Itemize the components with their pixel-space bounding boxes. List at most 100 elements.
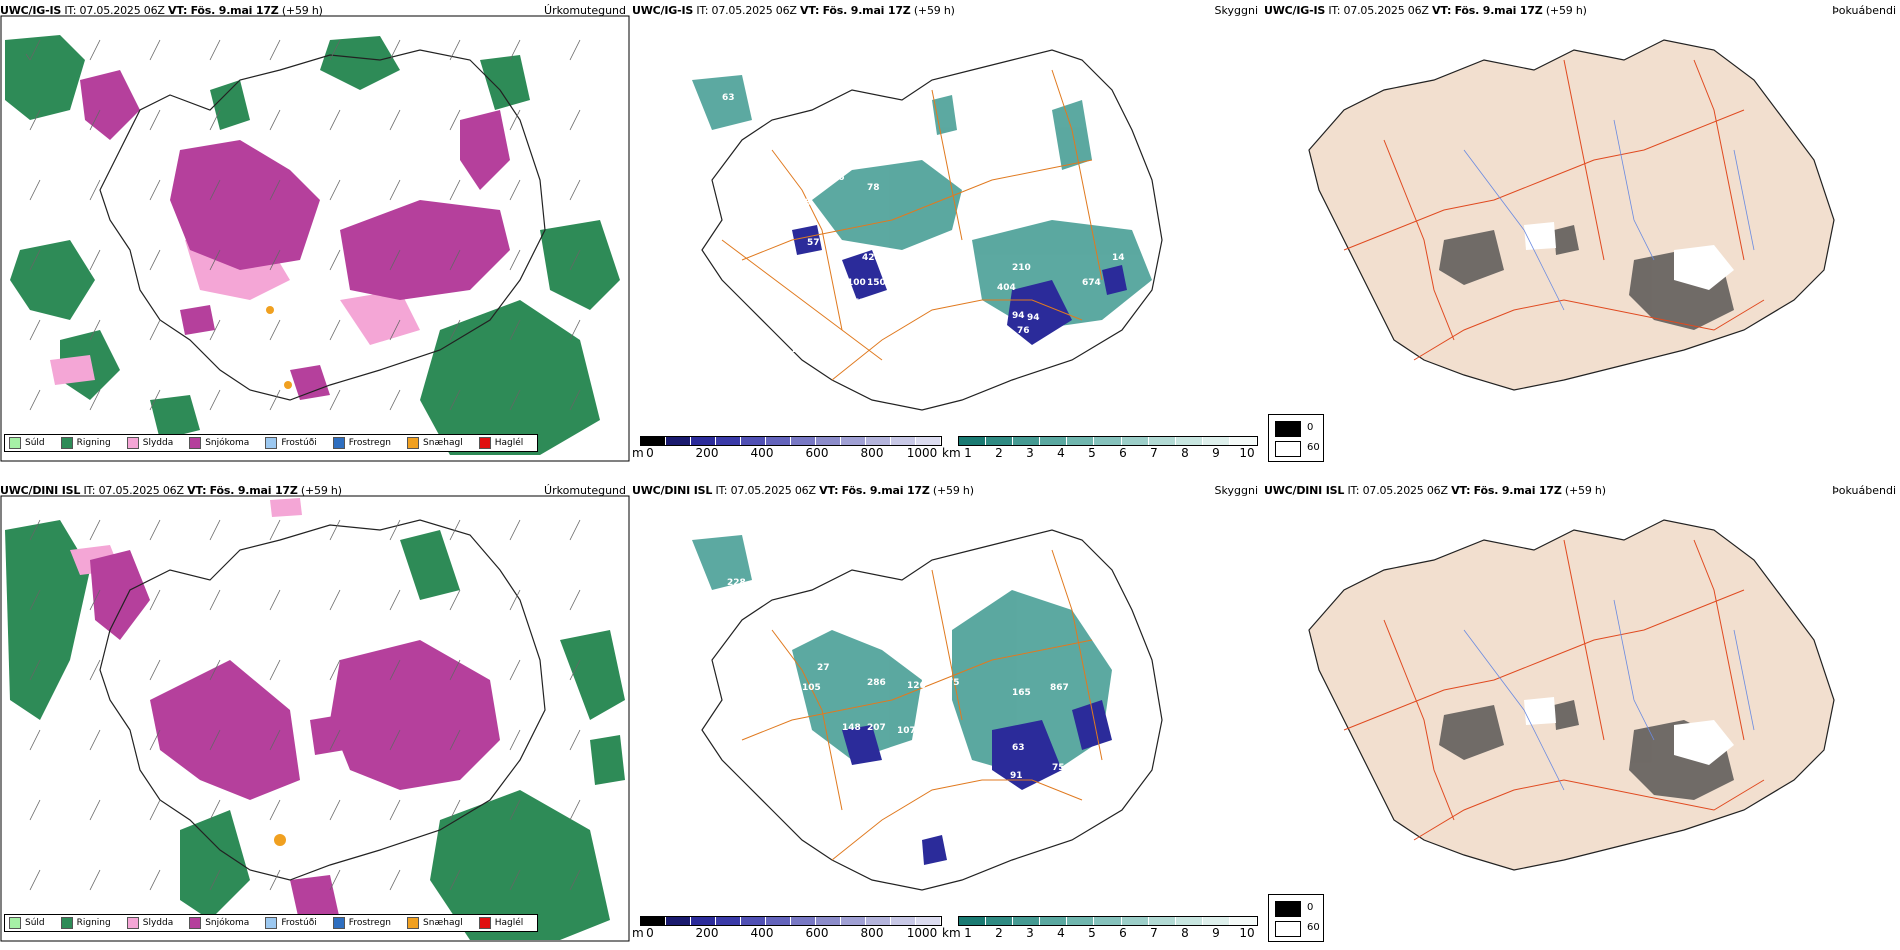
iceland-outline xyxy=(99,519,546,881)
km-tick: 3 xyxy=(1026,926,1034,940)
height-tick: 1000 xyxy=(906,926,938,940)
fog-map xyxy=(1308,519,1835,871)
vt-label: VT: xyxy=(168,4,188,17)
panel-header: UWC/DINI ISL IT: 07.05.2025 06Z VT: Fös.… xyxy=(632,484,974,497)
svg-text:165: 165 xyxy=(1012,688,1031,698)
svg-text:327: 327 xyxy=(897,251,916,261)
panel-title: Þokuábendi xyxy=(1832,4,1896,17)
lead-time: (+59 h) xyxy=(281,4,323,17)
panel-title: Úrkomutegund xyxy=(544,4,626,17)
legend-item: Snjókoma xyxy=(189,437,249,449)
wind-barbs xyxy=(25,39,581,411)
svg-text:94: 94 xyxy=(1027,313,1040,323)
vt-value: Fös. 9.mai 17Z xyxy=(841,484,930,497)
vt-label: VT: xyxy=(819,484,839,497)
km-tick: 2 xyxy=(995,926,1003,940)
vt-label: VT: xyxy=(1432,4,1452,17)
lead-time: (+59 h) xyxy=(913,4,955,17)
panel-header: UWC/IG-IS IT: 07.05.2025 06Z VT: Fös. 9.… xyxy=(0,4,323,17)
it-value: 07.05.2025 06Z xyxy=(1362,484,1448,497)
km-tick: 10 xyxy=(1239,446,1255,460)
fog-legend-label: 0 xyxy=(1307,422,1314,433)
river-network xyxy=(1463,599,1755,791)
visibility-map: 63 94 69 88 14 16 78 57 428 327 93 210 4… xyxy=(692,49,1163,411)
km-tick: 6 xyxy=(1119,926,1127,940)
legend-item: Rigning xyxy=(60,437,111,449)
snow-areas xyxy=(80,70,510,400)
svg-text:867: 867 xyxy=(1050,683,1069,693)
svg-text:75: 75 xyxy=(947,678,960,688)
svg-text:169: 169 xyxy=(907,283,926,293)
svg-text:286: 286 xyxy=(867,678,886,688)
wind-barbs xyxy=(29,519,581,891)
km-tick: 10 xyxy=(1239,926,1255,940)
visibility-colorbar: km 1 2 3 4 5 6 7 8 9 10 xyxy=(942,436,1262,466)
iceland-land xyxy=(1308,39,1835,391)
model-name: UWC/DINI ISL xyxy=(632,484,713,497)
svg-text:107: 107 xyxy=(897,726,916,736)
km-tick: 8 xyxy=(1181,446,1189,460)
river-network xyxy=(1463,119,1755,311)
model-name: UWC/DINI ISL xyxy=(0,484,81,497)
lead-time: (+59 h) xyxy=(300,484,342,497)
panel-header: UWC/DINI ISL IT: 07.05.2025 06Z VT: Fös.… xyxy=(0,484,342,497)
svg-text:94: 94 xyxy=(1012,311,1025,321)
svg-text:78: 78 xyxy=(867,183,880,193)
svg-text:207: 207 xyxy=(867,723,886,733)
fog-map xyxy=(1308,39,1835,391)
vt-label: VT: xyxy=(187,484,207,497)
svg-text:41: 41 xyxy=(757,708,770,718)
visibility-colorbar-swatches xyxy=(958,916,1258,926)
panel-title: Skyggni xyxy=(1214,4,1258,17)
svg-text:91: 91 xyxy=(1010,771,1023,781)
precip-type-legend: Súld Rigning Slydda Snjókoma Frostúði Fr… xyxy=(4,914,539,932)
fog-legend-label: 0 xyxy=(1307,902,1314,913)
height-colorbar-swatches xyxy=(640,436,942,446)
svg-text:50: 50 xyxy=(1087,758,1100,768)
it-label: IT: xyxy=(83,484,96,497)
svg-text:155: 155 xyxy=(847,298,866,308)
km-tick: 5 xyxy=(1088,926,1096,940)
legend-item: Súld xyxy=(9,437,45,449)
it-value: 07.05.2025 06Z xyxy=(98,484,184,497)
lead-time: (+59 h) xyxy=(932,484,974,497)
it-value: 07.05.2025 06Z xyxy=(79,4,165,17)
svg-text:60: 60 xyxy=(1120,718,1133,728)
road-network xyxy=(1343,59,1765,361)
km-tick: 4 xyxy=(1057,446,1065,460)
visibility-colorbar: km 1 2 3 4 5 6 7 8 9 10 xyxy=(942,916,1262,946)
height-colorbar-swatches xyxy=(640,916,942,926)
lead-time: (+59 h) xyxy=(1564,484,1606,497)
precip-type-map xyxy=(0,15,630,462)
legend-item: Frostúði xyxy=(265,917,317,929)
km-tick: 5 xyxy=(1088,446,1096,460)
svg-text:93: 93 xyxy=(942,255,955,265)
height-tick: 600 xyxy=(805,926,829,940)
height-unit: m xyxy=(632,446,644,460)
km-tick: 6 xyxy=(1119,446,1127,460)
legend-item: Haglél xyxy=(478,917,523,929)
svg-text:246: 246 xyxy=(747,588,766,598)
legend-item: Snjókoma xyxy=(189,917,249,929)
it-label: IT: xyxy=(1328,4,1341,17)
fog-panel-bottom: UWC/DINI ISL IT: 07.05.2025 06Z VT: Fös.… xyxy=(1264,480,1900,950)
precip-type-panel-top: UWC/IG-IS IT: 07.05.2025 06Z VT: Fös. 9.… xyxy=(0,0,630,470)
precip-type-panel-bottom: UWC/DINI ISL IT: 07.05.2025 06Z VT: Fös.… xyxy=(0,480,630,950)
it-value: 07.05.2025 06Z xyxy=(711,4,797,17)
it-value: 07.05.2025 06Z xyxy=(1343,4,1429,17)
svg-text:76: 76 xyxy=(1017,326,1030,336)
vt-value: Fös. 9.mai 17Z xyxy=(1473,484,1562,497)
km-tick: 1 xyxy=(964,446,972,460)
svg-text:228: 228 xyxy=(727,578,746,588)
svg-text:57: 57 xyxy=(807,238,820,248)
fog-legend: 0 60 xyxy=(1268,414,1324,462)
it-label: IT: xyxy=(696,4,709,17)
fog-legend-swatch xyxy=(1275,421,1301,437)
it-value: 07.05.2025 06Z xyxy=(730,484,816,497)
visibility-colorbar-swatches xyxy=(958,436,1258,446)
svg-text:138: 138 xyxy=(702,598,721,608)
rain-areas xyxy=(5,520,625,940)
svg-text:281: 281 xyxy=(792,345,811,355)
height-tick: 200 xyxy=(695,446,719,460)
legend-item: Snæhagl xyxy=(407,917,463,929)
